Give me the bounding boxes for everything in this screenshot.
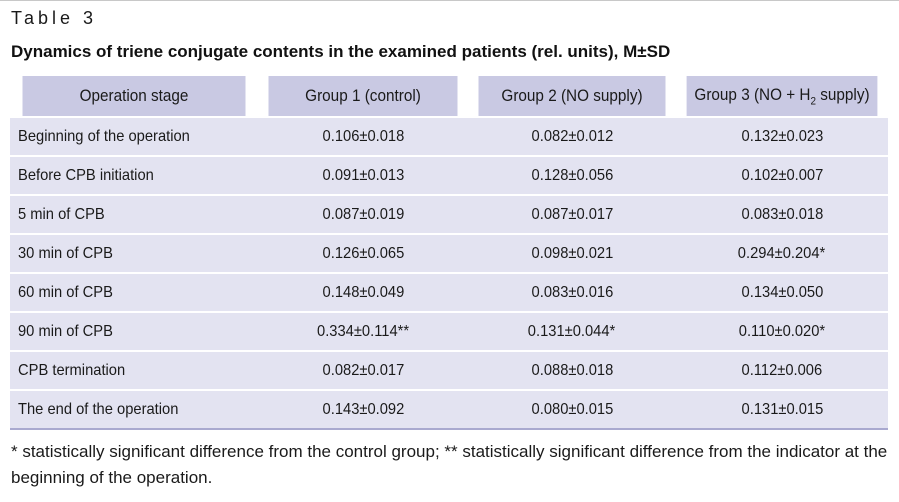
cell-text: 0.131±0.044* <box>528 322 616 340</box>
table-row: 90 min of CPB 0.334±0.114** 0.131±0.044*… <box>10 311 888 351</box>
cell-text: 0.294±0.204* <box>738 244 826 262</box>
cell-group-2: 0.098±0.021 <box>468 233 676 273</box>
top-rule <box>0 0 899 1</box>
cell-group-1: 0.143±0.092 <box>258 389 468 430</box>
cell-text: 0.148±0.049 <box>322 283 404 301</box>
cell-text: 5 min of CPB <box>18 205 105 223</box>
data-table: Operation stage Group 1 (control) Group … <box>10 76 888 430</box>
cell-group-1: 0.106±0.018 <box>258 116 468 156</box>
table-row: 60 min of CPB 0.148±0.049 0.083±0.016 0.… <box>10 272 888 312</box>
cell-text: 0.126±0.065 <box>322 244 404 262</box>
table-row: Beginning of the operation 0.106±0.018 0… <box>10 116 888 156</box>
cell-group-3: 0.112±0.006 <box>676 350 888 390</box>
cell-text: 0.110±0.020* <box>738 322 826 340</box>
cell-group-3: 0.083±0.018 <box>676 194 888 234</box>
cell-text: 0.128±0.056 <box>531 166 613 184</box>
table-row: Before CPB initiation 0.091±0.013 0.128±… <box>10 155 888 195</box>
cell-text: 0.082±0.017 <box>322 361 404 379</box>
header-group-3-subscript: 2 <box>810 95 817 108</box>
cell-stage: 60 min of CPB <box>10 272 258 312</box>
cell-group-2: 0.082±0.012 <box>468 116 676 156</box>
header-group-2: Group 2 (NO supply) <box>478 76 666 117</box>
header-operation-stage: Operation stage <box>22 76 246 117</box>
cell-stage: 90 min of CPB <box>10 311 258 351</box>
cell-text: The end of the operation <box>18 400 179 418</box>
cell-stage: 30 min of CPB <box>10 233 258 273</box>
table-row: The end of the operation 0.143±0.092 0.0… <box>10 389 888 430</box>
cell-text: 0.091±0.013 <box>322 166 404 184</box>
cell-text: 0.132±0.023 <box>741 127 823 145</box>
cell-group-2: 0.088±0.018 <box>468 350 676 390</box>
cell-text: 0.106±0.018 <box>322 127 404 145</box>
cell-stage: Before CPB initiation <box>10 155 258 195</box>
cell-text: 0.087±0.017 <box>531 205 613 223</box>
cell-text: 0.334±0.114** <box>316 322 410 340</box>
cell-group-2: 0.083±0.016 <box>468 272 676 312</box>
cell-text: 0.112±0.006 <box>741 361 823 379</box>
cell-text: 0.083±0.016 <box>531 283 613 301</box>
header-group-1: Group 1 (control) <box>268 76 458 117</box>
table-caption: Dynamics of triene conjugate contents in… <box>11 42 671 61</box>
cell-stage: 5 min of CPB <box>10 194 258 234</box>
table-row: 5 min of CPB 0.087±0.019 0.087±0.017 0.0… <box>10 194 888 234</box>
cell-group-1: 0.087±0.019 <box>258 194 468 234</box>
cell-stage: Beginning of the operation <box>10 116 258 156</box>
header-group-3-suffix: supply) <box>816 84 870 104</box>
cell-group-3: 0.294±0.204* <box>676 233 888 273</box>
cell-text: 0.080±0.015 <box>531 400 613 418</box>
cell-text: 0.102±0.007 <box>741 166 823 184</box>
cell-text: 0.088±0.018 <box>531 361 613 379</box>
header-row: Operation stage Group 1 (control) Group … <box>10 76 888 117</box>
cell-group-3: 0.134±0.050 <box>676 272 888 312</box>
table-footnote: * statistically significant difference f… <box>11 442 888 487</box>
cell-text: Before CPB initiation <box>18 166 154 184</box>
header-group-3-prefix: Group 3 (NO + H <box>694 84 811 104</box>
cell-group-2: 0.087±0.017 <box>468 194 676 234</box>
cell-group-1: 0.148±0.049 <box>258 272 468 312</box>
header-group-3: Group 3 (NO + H2 supply) <box>686 76 878 117</box>
cell-text: 0.098±0.021 <box>531 244 613 262</box>
cell-group-1: 0.091±0.013 <box>258 155 468 195</box>
cell-text: 90 min of CPB <box>18 322 113 340</box>
cell-text: 0.131±0.015 <box>741 400 823 418</box>
table-label: Table 3 <box>11 8 98 28</box>
cell-stage: The end of the operation <box>10 389 258 430</box>
cell-group-3: 0.110±0.020* <box>676 311 888 351</box>
cell-text: 30 min of CPB <box>18 244 113 262</box>
cell-group-2: 0.128±0.056 <box>468 155 676 195</box>
cell-group-3: 0.132±0.023 <box>676 116 888 156</box>
table-row: 30 min of CPB 0.126±0.065 0.098±0.021 0.… <box>10 233 888 273</box>
cell-text: 0.134±0.050 <box>741 283 823 301</box>
cell-text: 0.087±0.019 <box>322 205 404 223</box>
cell-group-2: 0.131±0.044* <box>468 311 676 351</box>
cell-text: 0.083±0.018 <box>741 205 823 223</box>
cell-stage: CPB termination <box>10 350 258 390</box>
cell-text: 0.143±0.092 <box>322 400 404 418</box>
cell-group-3: 0.131±0.015 <box>676 389 888 430</box>
cell-group-1: 0.334±0.114** <box>258 311 468 351</box>
table-row: CPB termination 0.082±0.017 0.088±0.018 … <box>10 350 888 390</box>
cell-text: 0.082±0.012 <box>531 127 613 145</box>
cell-group-2: 0.080±0.015 <box>468 389 676 430</box>
cell-group-1: 0.126±0.065 <box>258 233 468 273</box>
cell-text: 60 min of CPB <box>18 283 113 301</box>
cell-text: CPB termination <box>18 361 126 379</box>
cell-group-3: 0.102±0.007 <box>676 155 888 195</box>
cell-text: Beginning of the operation <box>18 127 190 145</box>
cell-group-1: 0.082±0.017 <box>258 350 468 390</box>
